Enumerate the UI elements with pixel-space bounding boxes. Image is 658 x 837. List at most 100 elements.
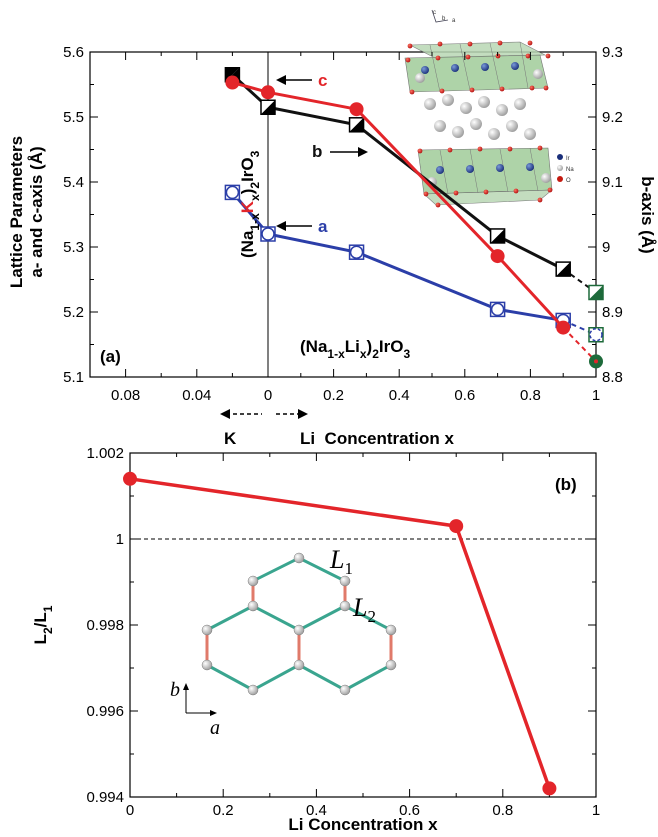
y-right-tick-label: 9.2 (602, 109, 623, 126)
panel-b-ylabel: L2/L1 (31, 605, 55, 644)
y-right-tick-label: 8.8 (602, 369, 623, 386)
series-c-end-marker-dot (594, 359, 598, 364)
lattice-axes-icon (185, 686, 214, 714)
series-b-marker-fill (490, 228, 505, 243)
panel-a: c b a (7, 9, 657, 448)
x-tick-label: 0.4 (389, 387, 410, 404)
series-b-end-marker-fill (589, 285, 603, 300)
x-tick-label: 1 (592, 802, 600, 819)
panel-a-x-ticks: 0.08 0.04 0 0.2 0.4 0.6 0.8 1 (111, 52, 600, 404)
x-tick-label: 0.8 (520, 387, 541, 404)
series-c-marker (556, 320, 571, 335)
panel-b-xlabel: Li Concentration x (288, 815, 438, 834)
panel-a-xlabel: Li Concentration x (300, 429, 455, 448)
crystal-structure-inset: c b a (404, 9, 574, 208)
panel-a-ylabel-left-line2: a- and c-axis (Å) (27, 146, 46, 277)
octahedra-top-layer (408, 41, 547, 59)
legend-na: Na (566, 167, 574, 173)
li-compound-label: (Na1-xLix)2IrO3 (300, 337, 410, 361)
series-a-marker-circle (225, 185, 240, 200)
series-a-line (231, 191, 564, 322)
y-tick-label: 0.994 (86, 789, 124, 806)
y-right-tick-label: 9.3 (602, 44, 623, 61)
ratio-series-marker (449, 519, 464, 534)
series-c-line (232, 81, 565, 329)
series-b-dashed-line (562, 268, 597, 294)
series-c-marker (261, 85, 275, 100)
y-tick-label: 0.996 (86, 703, 124, 720)
lattice-axis-b: b (170, 679, 180, 701)
k-compound-label: (Na1-xKx)2IrO3 (238, 150, 262, 258)
x-tick-label: 0.2 (213, 802, 234, 819)
panel-a-label: (a) (100, 347, 121, 366)
x-tick-label: 0.4 (306, 802, 327, 819)
series-c (225, 75, 603, 369)
y-right-tick-label: 9 (602, 239, 610, 256)
k-axis-label: K (224, 429, 237, 448)
y-tick-label: 1.002 (86, 445, 124, 462)
crystal-axis-b: b (442, 16, 446, 22)
k-direction-arrow-icon (220, 409, 230, 419)
x-tick-label: 0.08 (111, 387, 140, 404)
series-label-a: a (318, 217, 328, 236)
y-tick-label: 0.998 (86, 617, 124, 634)
series-b-marker-fill (349, 117, 364, 132)
panel-a-y-ticks: 5.1 5.2 5.3 5.4 5.5 5.6 8.8 8.9 9 9.1 9.2 9.3 (63, 44, 623, 386)
x-tick-label: 1 (592, 387, 600, 404)
series-a-marker-circle (490, 302, 505, 317)
y-right-tick-label: 9.1 (602, 174, 623, 191)
lattice-axis-a: a (210, 717, 220, 739)
panel-b-x-ticks: 0 0.2 0.4 0.6 0.8 1 (126, 453, 600, 819)
x-tick-label: 0.8 (492, 802, 513, 819)
panel-b-frame (129, 452, 597, 798)
y-left-tick-label: 5.4 (63, 174, 84, 191)
ratio-series-line (129, 477, 552, 789)
ir-atoms (421, 62, 534, 174)
series-b-marker-fill (556, 262, 571, 277)
crystal-axis-a: a (452, 18, 456, 24)
series-b-marker-fill (261, 100, 275, 115)
series-a-end-marker-circle (589, 328, 603, 342)
y-left-tick-label: 5.2 (63, 304, 84, 321)
label-c-annotation: c (276, 71, 327, 90)
na-atoms (415, 69, 551, 187)
x-tick-label: 0.2 (323, 387, 344, 404)
panel-a-ylabel-right: b-axis (Å) (638, 176, 657, 253)
series-c-marker (349, 102, 364, 117)
series-label-b: b (312, 142, 322, 161)
k-li-direction-arrows: K Li Concentration x (220, 409, 455, 448)
x-tick-label: 0.6 (454, 387, 475, 404)
series-c-marker (490, 249, 505, 264)
y-left-tick-label: 5.5 (63, 109, 84, 126)
y-left-tick-label: 5.6 (63, 44, 84, 61)
y-tick-label: 1 (116, 531, 124, 548)
series-a-marker-circle (349, 245, 364, 259)
x-tick-label: 0 (126, 802, 134, 819)
legend-ir: Ir (566, 156, 570, 162)
legend-o: O (566, 178, 571, 184)
series-c-marker (225, 75, 240, 90)
honeycomb-inset: L1 L2 b a (170, 545, 397, 739)
label-a-annotation: a (276, 217, 328, 236)
y-left-tick-label: 5.3 (63, 239, 84, 256)
panel-b-y-ticks: 0.994 0.996 0.998 1 1.002 (86, 445, 596, 806)
crystal-axis-c: c (433, 10, 436, 16)
y-left-tick-label: 5.1 (63, 369, 84, 386)
honeycomb-label-l2: L2 (352, 593, 376, 626)
x-tick-label: 0.6 (399, 802, 420, 819)
crystal-axes-icon (431, 9, 449, 23)
honeycomb-atoms (201, 552, 397, 696)
series-c-dashed-line (562, 326, 597, 363)
series-label-c: c (318, 71, 327, 90)
honeycomb-label-l1: L1 (329, 545, 353, 578)
panel-b-series (123, 471, 557, 796)
ratio-series-marker (123, 471, 137, 486)
y-right-tick-label: 8.9 (602, 304, 623, 321)
panel-b-label: (b) (555, 475, 577, 494)
li-direction-arrow-icon (298, 409, 308, 419)
series-a (224, 184, 604, 343)
panel-b: 0 0.2 0.4 0.6 0.8 1 0.994 0.996 0.998 1 1.002 (31, 445, 600, 834)
panel-a-series (224, 67, 604, 369)
x-tick-label: 0 (264, 387, 272, 404)
